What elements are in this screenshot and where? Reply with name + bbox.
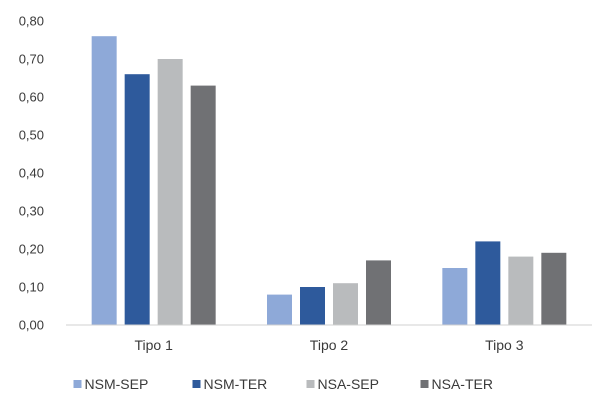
legend-swatch bbox=[73, 380, 82, 388]
x-category-label: Tipo 1 bbox=[134, 337, 173, 353]
y-tick-label: 0,40 bbox=[19, 166, 44, 181]
bar-nsm-ter-tipo-1 bbox=[124, 74, 150, 325]
y-tick-label: 0,60 bbox=[19, 90, 44, 105]
bar-nsm-sep-tipo-2 bbox=[267, 294, 292, 325]
legend-swatch bbox=[306, 380, 315, 388]
y-tick-label: 0,80 bbox=[19, 14, 44, 29]
y-tick-label: 0,70 bbox=[19, 52, 44, 67]
bar-nsm-sep-tipo-3 bbox=[442, 268, 468, 325]
bar-nsa-ter-tipo-2 bbox=[366, 260, 391, 325]
bar-nsa-ter-tipo-1 bbox=[190, 85, 216, 325]
legend-label: NSM-SEP bbox=[85, 376, 149, 392]
legend: NSM-SEP NSM-TER NSA-SEP NSA-TER bbox=[73, 376, 493, 392]
bar-nsm-sep-tipo-1 bbox=[91, 36, 117, 325]
x-axis-category-labels: Tipo 1 Tipo 2 Tipo 3 bbox=[134, 337, 523, 353]
y-tick-label: 0,10 bbox=[19, 280, 44, 295]
y-axis-tick-labels: 0,00 0,10 0,20 0,30 0,40 0,50 0,60 0,70 0,80 bbox=[19, 14, 44, 333]
legend-label: NSM-TER bbox=[204, 376, 268, 392]
legend-label: NSA-SEP bbox=[318, 376, 379, 392]
bar-nsa-sep-tipo-1 bbox=[157, 59, 183, 325]
legend-swatch bbox=[420, 380, 429, 388]
y-tick-label: 0,30 bbox=[19, 204, 44, 219]
bar-nsa-sep-tipo-2 bbox=[333, 283, 358, 325]
bar-nsm-ter-tipo-3 bbox=[475, 241, 501, 325]
bar-group bbox=[91, 36, 567, 325]
y-tick-label: 0,20 bbox=[19, 242, 44, 257]
legend-swatch bbox=[192, 380, 201, 388]
legend-label: NSA-TER bbox=[432, 376, 493, 392]
y-tick-label: 0,50 bbox=[19, 128, 44, 143]
x-category-label: Tipo 3 bbox=[485, 337, 524, 353]
x-category-label: Tipo 2 bbox=[310, 337, 349, 353]
bar-nsa-ter-tipo-3 bbox=[541, 252, 567, 325]
bar-nsm-ter-tipo-2 bbox=[300, 287, 325, 325]
y-tick-label: 0,00 bbox=[19, 318, 44, 333]
bar-nsa-sep-tipo-3 bbox=[508, 256, 534, 325]
